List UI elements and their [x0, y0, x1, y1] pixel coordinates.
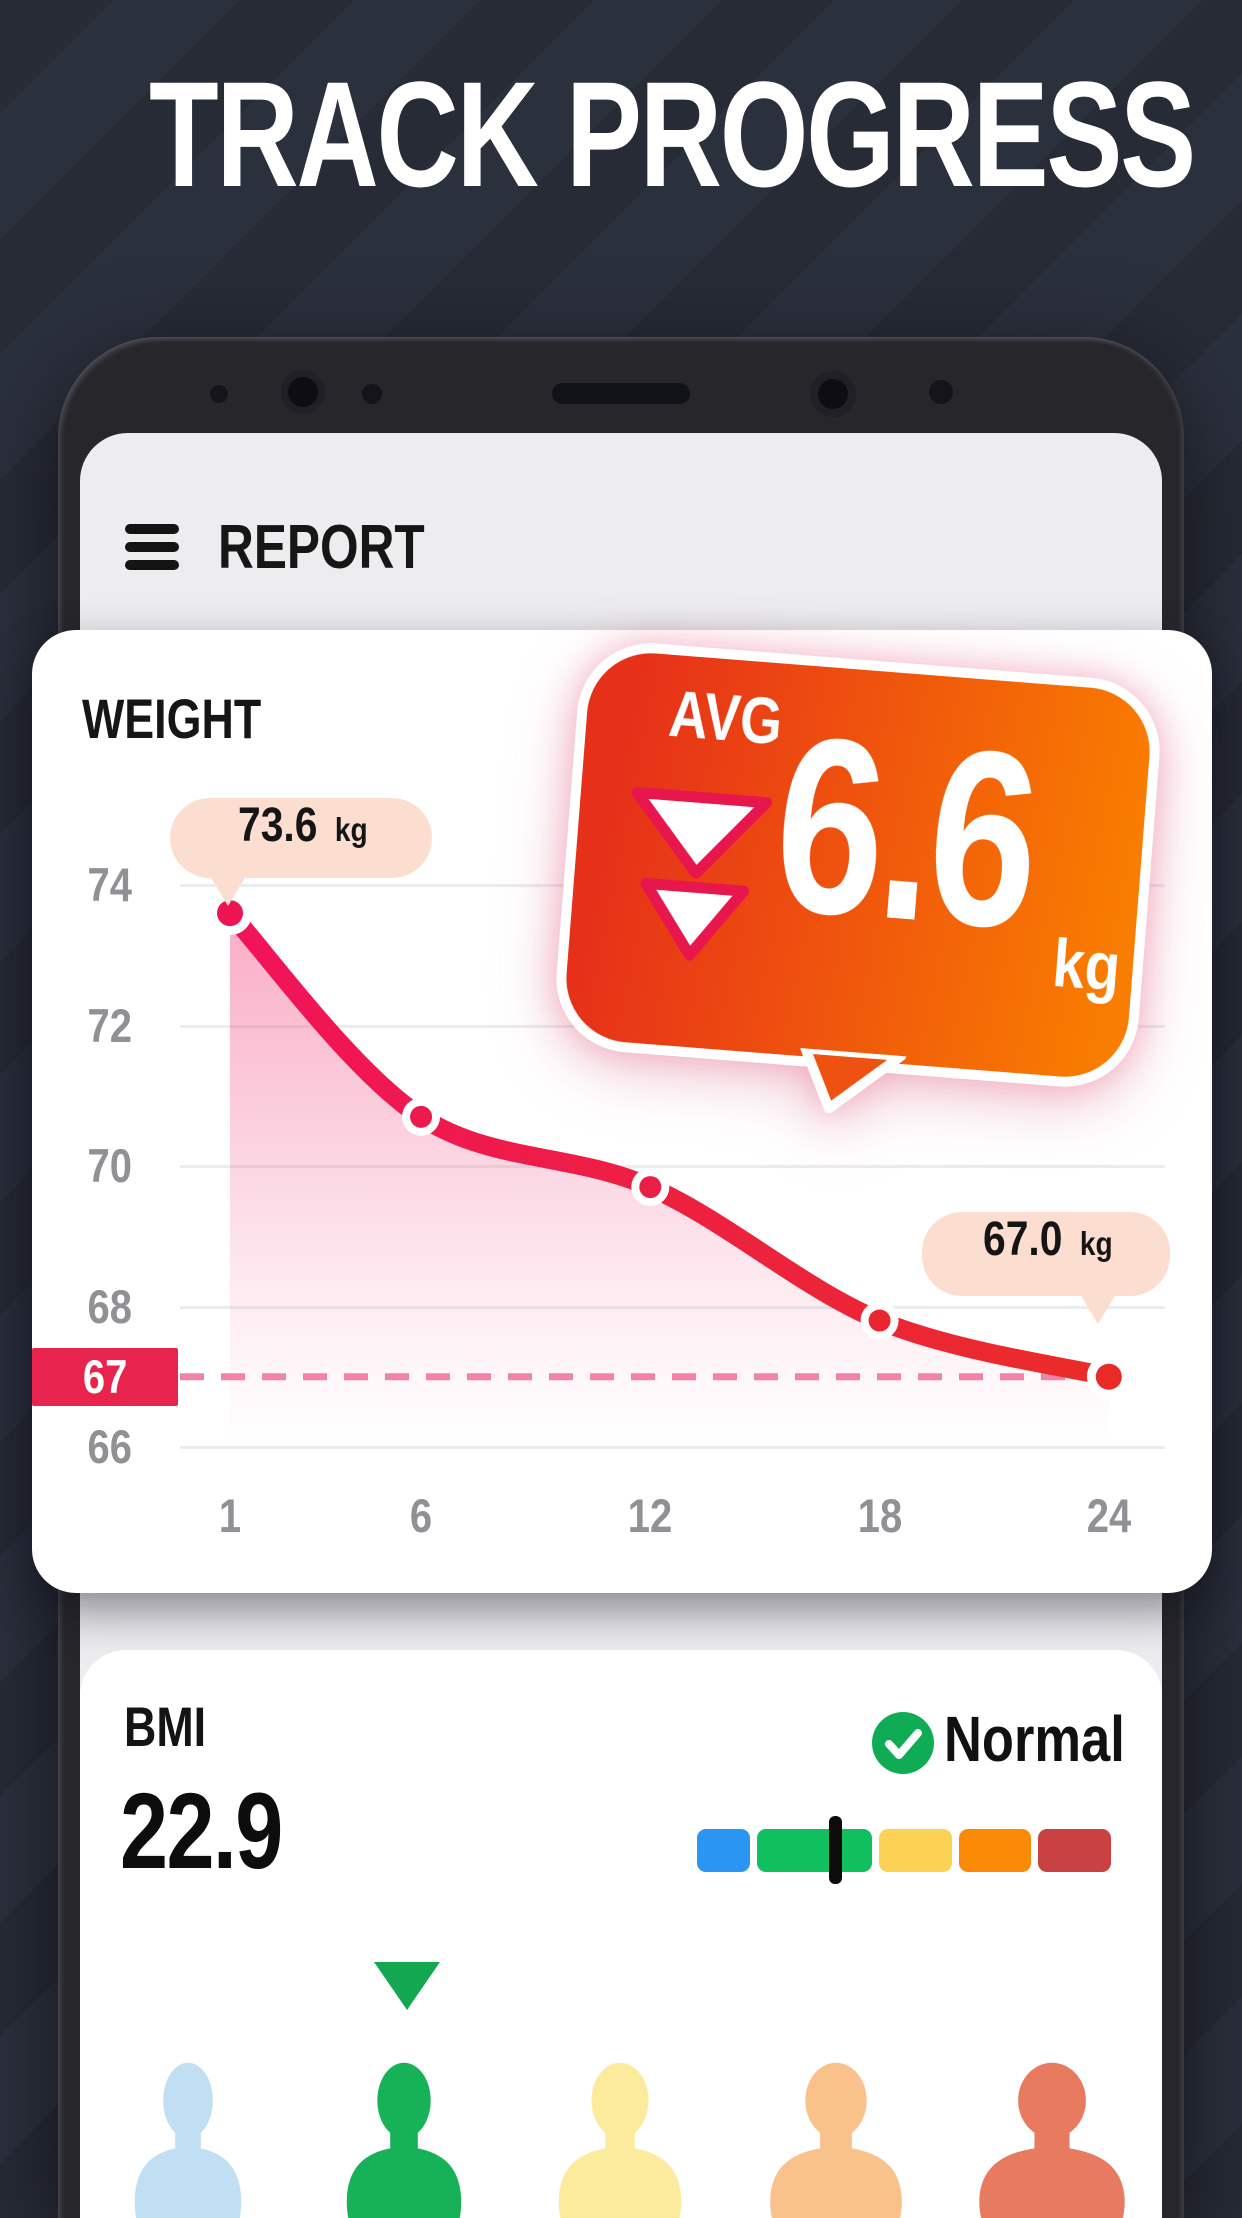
tooltip-tail [210, 876, 246, 906]
data-point [410, 1105, 433, 1128]
selected-figure-arrow-icon [374, 1962, 440, 2010]
x-tick-label: 18 [857, 1489, 902, 1542]
double-down-arrow-icon [631, 786, 773, 961]
data-point [217, 900, 243, 927]
avg-value: 6.6 [766, 682, 1045, 982]
bmi-value: 22.9 [120, 1770, 283, 1891]
speaker-icon [552, 383, 690, 404]
bmi-segment-overweight [879, 1829, 952, 1872]
body-figure-extremely-obese [979, 2062, 1125, 2218]
sensor-dot-icon [362, 384, 382, 404]
start-weight-tooltip: 73.6 kg [170, 798, 432, 906]
check-circle-icon [872, 1712, 934, 1774]
tooltip-tail [1080, 1294, 1116, 1324]
bmi-scale-bar [697, 1829, 1111, 1872]
front-camera-icon [288, 377, 318, 407]
front-camera-icon [818, 379, 848, 409]
avg-unit: kg [1049, 924, 1124, 1006]
bmi-status-label: Normal [944, 1703, 1125, 1775]
body-figure-underweight [134, 2062, 242, 2218]
page-title: TRACK PROGRESS [149, 50, 1196, 218]
bmi-segment-underweight [697, 1829, 750, 1872]
y-tick-label: 72 [87, 998, 132, 1052]
x-tick-label: 24 [1086, 1489, 1132, 1542]
data-point [1095, 1363, 1122, 1390]
avg-label: AVG [666, 675, 786, 759]
body-figure-normal [346, 2062, 462, 2218]
end-weight-tooltip: 67.0 kg [922, 1212, 1170, 1324]
y-tick-label: 66 [87, 1420, 132, 1473]
gridline [180, 1165, 1165, 1168]
x-tick-label: 6 [409, 1489, 433, 1542]
y-tick-label: 74 [87, 858, 132, 911]
bmi-title: BMI [124, 1695, 207, 1758]
bmi-marker [829, 1816, 842, 1884]
y-tick-highlight: 67 [32, 1347, 178, 1406]
chart-area-fill [230, 913, 1109, 1440]
sensor-dot-icon [929, 380, 953, 404]
avg-loss-badge: AVG 6.6 kg [550, 637, 1166, 1114]
report-title: REPORT [218, 513, 425, 582]
gridline [180, 1446, 1165, 1449]
y-tick-label: 68 [87, 1279, 132, 1333]
bmi-segment-normal [757, 1829, 872, 1872]
avg-badge-tail [800, 1047, 907, 1114]
body-figure-obese [770, 2062, 902, 2218]
bmi-segment-obese [959, 1829, 1031, 1872]
data-point [639, 1176, 662, 1199]
data-point [868, 1309, 891, 1332]
y-tick-label: 70 [87, 1139, 132, 1192]
weight-card-title: WEIGHT [82, 687, 262, 750]
bmi-segment-extremely-obese [1038, 1829, 1111, 1872]
body-figure-overweight [558, 2062, 682, 2218]
sensor-dot-icon [210, 385, 228, 403]
x-tick-label: 12 [628, 1489, 673, 1542]
x-tick-label: 1 [218, 1489, 242, 1542]
